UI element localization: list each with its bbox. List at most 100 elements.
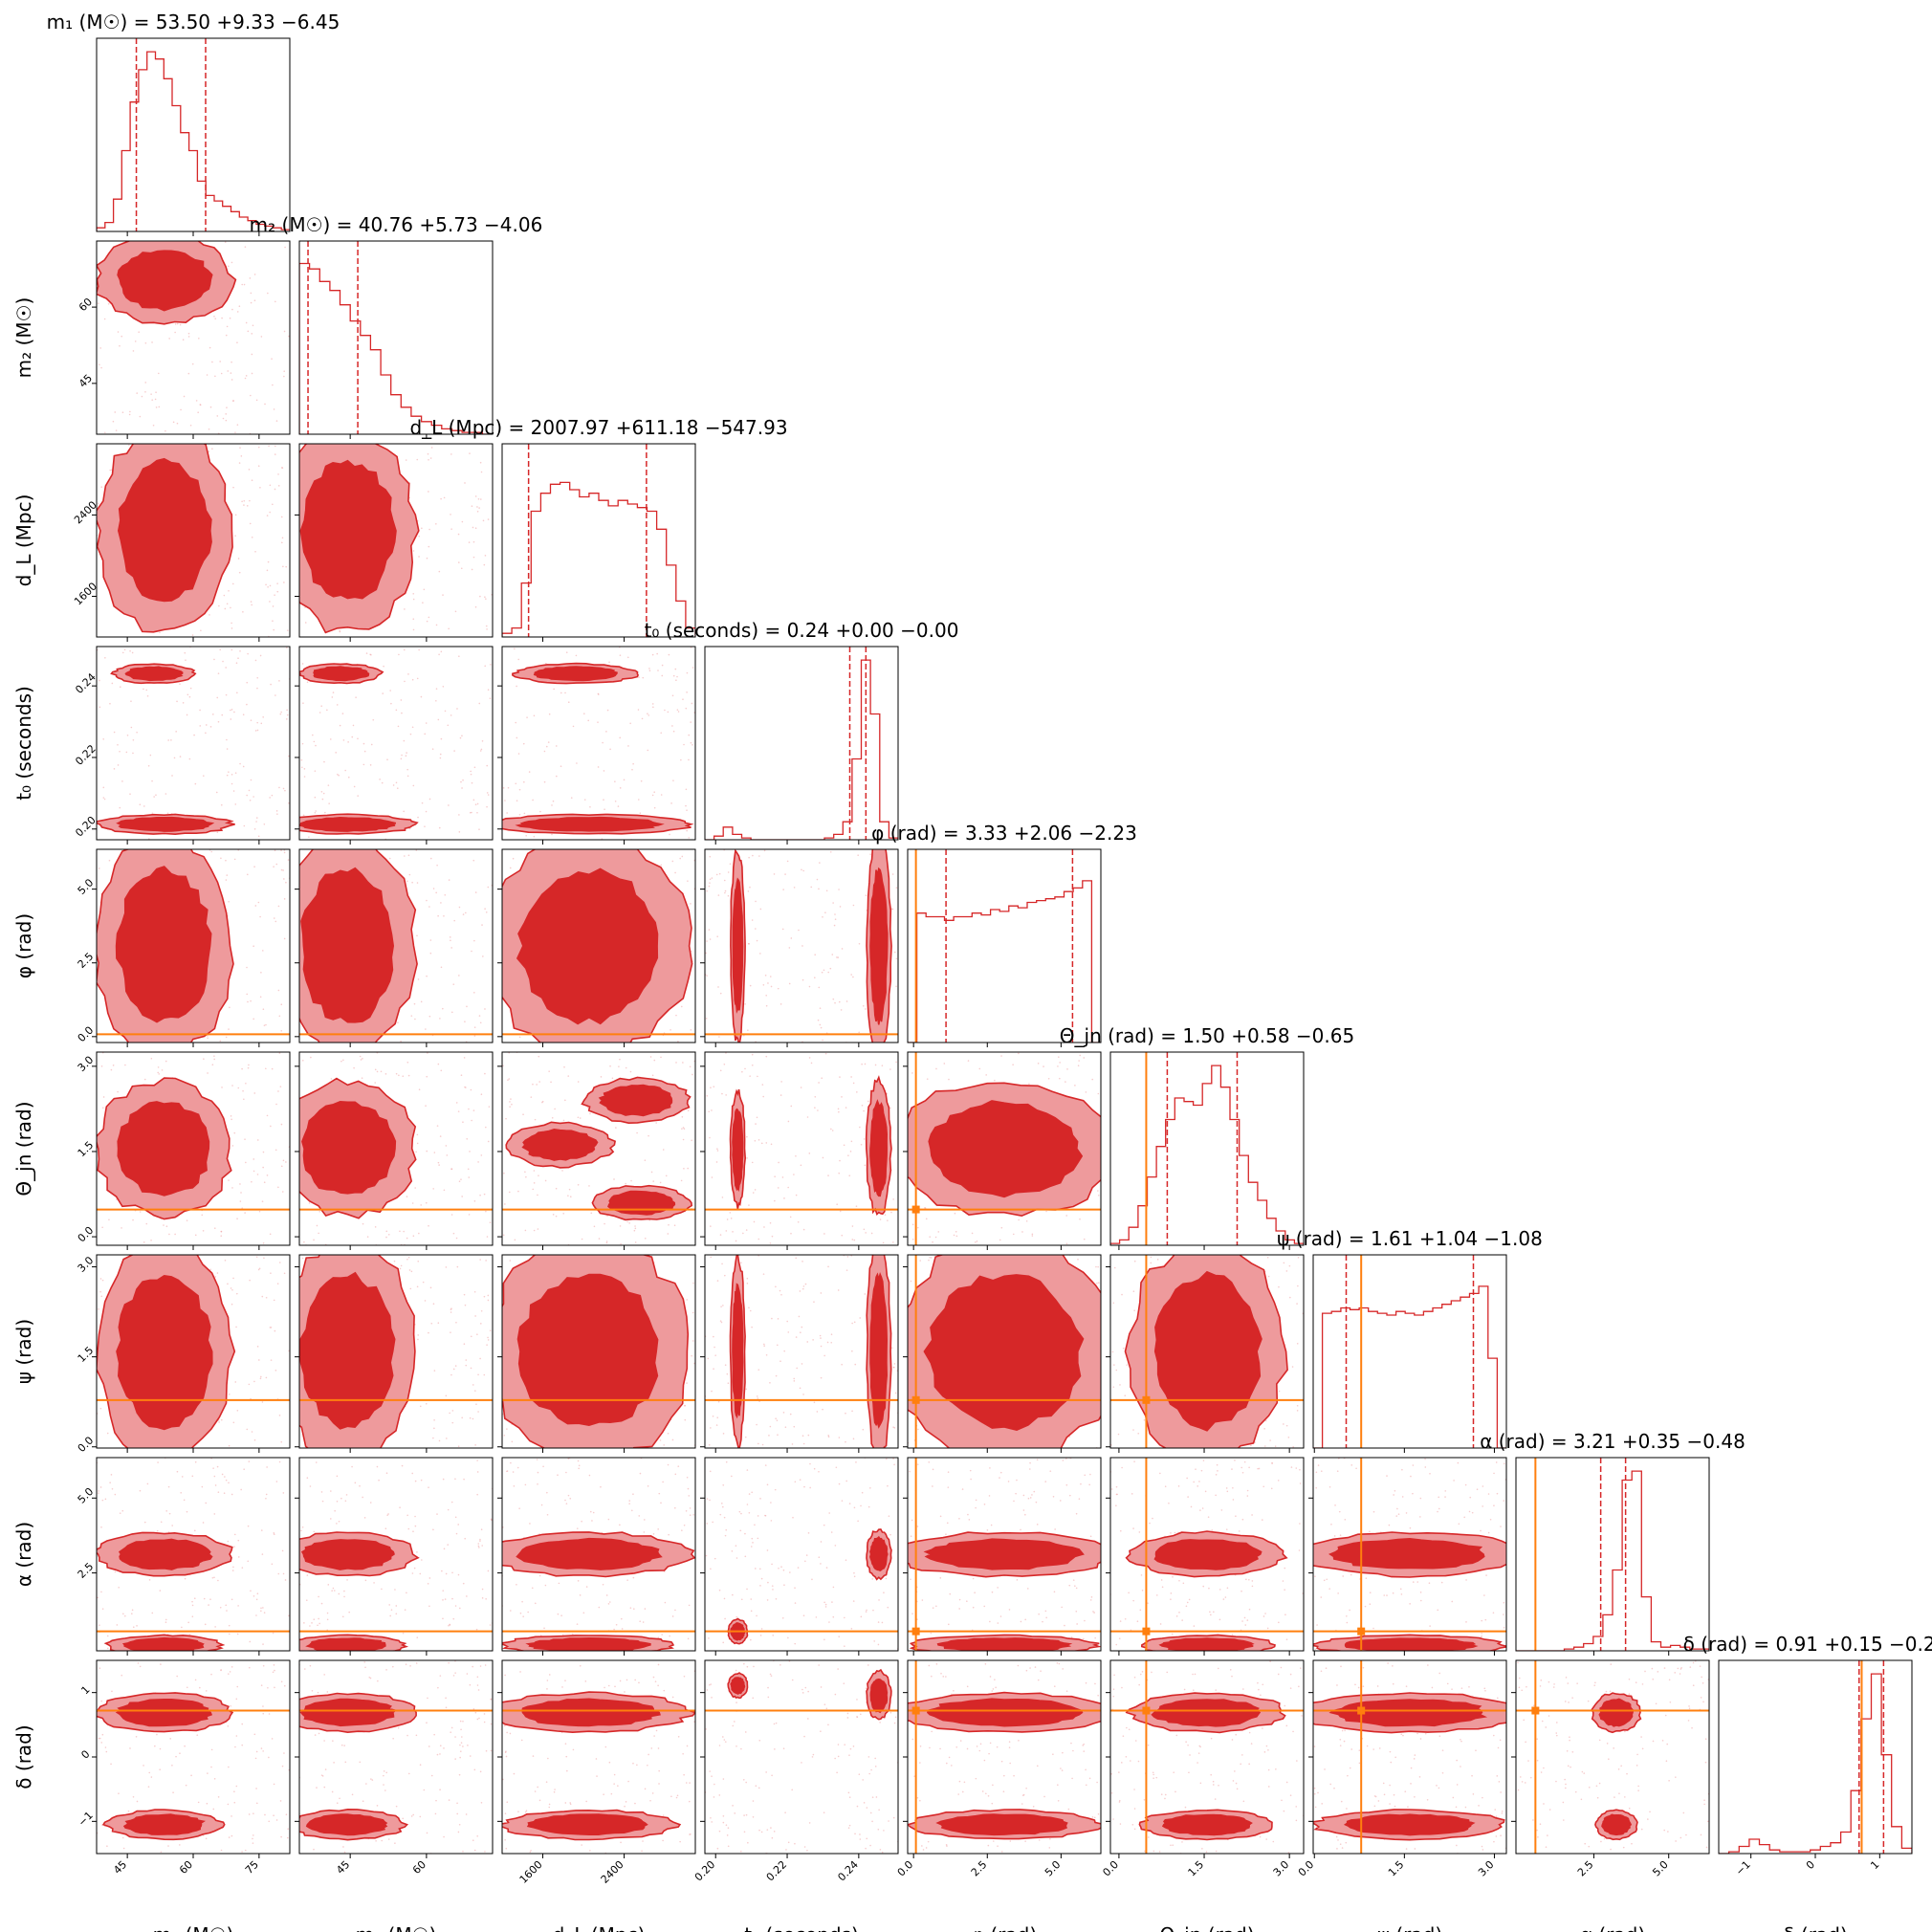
sample-point [1213, 1611, 1215, 1614]
sample-point [991, 1591, 994, 1593]
sample-point [740, 1512, 742, 1515]
sample-point [724, 1364, 727, 1367]
sample-point [720, 1306, 722, 1307]
sample-point [1175, 1614, 1178, 1617]
sample-point [271, 794, 274, 797]
sample-point [224, 241, 227, 243]
sample-point [751, 919, 754, 921]
sample-point [548, 1070, 550, 1072]
sample-point [278, 1015, 281, 1018]
sample-point [840, 1009, 843, 1011]
sample-point [425, 1201, 428, 1204]
sample-point [263, 1024, 266, 1026]
sample-point [685, 804, 687, 807]
sample-point [182, 339, 185, 340]
sample-point [414, 1018, 416, 1021]
sample-point [139, 803, 142, 806]
sample-point [765, 1353, 768, 1356]
sample-point [551, 1116, 554, 1119]
sample-point [676, 675, 678, 678]
sample-point [106, 1432, 109, 1435]
sample-point [514, 648, 516, 650]
sample-point [518, 1036, 521, 1039]
sample-point [236, 1633, 239, 1636]
contour-1sigma [869, 867, 889, 1025]
sample-point [432, 1303, 435, 1305]
sample-point [468, 1214, 471, 1216]
sample-point [1161, 1586, 1164, 1589]
sample-point [714, 1354, 716, 1356]
sample-point [765, 1142, 768, 1144]
sample-point [839, 906, 842, 908]
sample-point [709, 1499, 711, 1502]
sample-point [474, 891, 477, 893]
sample-point [440, 966, 443, 969]
panel-frame [501, 1254, 696, 1449]
sample-point [910, 1280, 912, 1283]
sample-point [243, 824, 246, 827]
sample-point [194, 1679, 197, 1681]
sample-point [1097, 1194, 1100, 1197]
sample-point [324, 811, 326, 814]
sample-point [1451, 1600, 1454, 1603]
sample-point [268, 1713, 271, 1715]
sample-point [271, 1563, 274, 1566]
panel-content [299, 444, 493, 634]
sample-point [139, 1665, 142, 1668]
sample-point [480, 1093, 483, 1095]
sample-point [470, 770, 472, 773]
sample-point [1400, 1593, 1403, 1595]
sample-point [269, 484, 272, 487]
sample-point [567, 1195, 569, 1197]
sample-point [214, 318, 217, 319]
sample-point [1481, 1632, 1482, 1635]
sample-point [853, 1575, 856, 1578]
sample-point [256, 1346, 259, 1348]
panel-frame [1312, 1254, 1507, 1449]
sample-point [256, 687, 258, 690]
sample-point [1296, 1342, 1299, 1345]
sample-point [450, 1214, 453, 1216]
sample-point [147, 764, 150, 767]
sample-point [119, 806, 121, 809]
sample-point [280, 849, 282, 851]
sample-point [252, 1594, 255, 1597]
sample-point [567, 1458, 570, 1460]
sample-point [243, 1468, 245, 1471]
sample-point [207, 1035, 209, 1037]
sample-point [425, 1105, 427, 1107]
sample-point [841, 1234, 844, 1237]
sample-point [779, 1003, 782, 1005]
sample-point [845, 1107, 847, 1109]
sample-point [246, 1428, 249, 1431]
sample-point [774, 1488, 777, 1491]
sample-point [1481, 1635, 1482, 1637]
sample-point [1369, 1592, 1372, 1594]
sample-point [930, 1632, 933, 1635]
sample-point [243, 504, 245, 506]
panel-content [705, 1255, 898, 1448]
sample-point [272, 384, 274, 386]
sample-point [813, 1401, 816, 1404]
sample-point [770, 985, 773, 988]
panel-dL-dL [501, 443, 696, 642]
sample-point [686, 692, 688, 693]
sample-point [677, 711, 680, 713]
sample-point [425, 1028, 427, 1030]
sample-point [392, 784, 395, 786]
sample-point [607, 1603, 610, 1605]
sample-point [881, 1621, 884, 1624]
sample-point [685, 1509, 688, 1512]
sample-point [748, 856, 750, 859]
sample-point [975, 1506, 977, 1509]
sample-point [1401, 1468, 1403, 1471]
sample-point [134, 340, 137, 342]
sample-point [424, 1300, 427, 1302]
sample-point [428, 1224, 429, 1227]
sample-point [692, 1340, 694, 1342]
sample-point [1197, 1485, 1199, 1487]
sample-point [823, 1638, 825, 1641]
sample-point [742, 1034, 745, 1037]
sample-point [510, 1461, 512, 1464]
sample-point [555, 1215, 558, 1218]
